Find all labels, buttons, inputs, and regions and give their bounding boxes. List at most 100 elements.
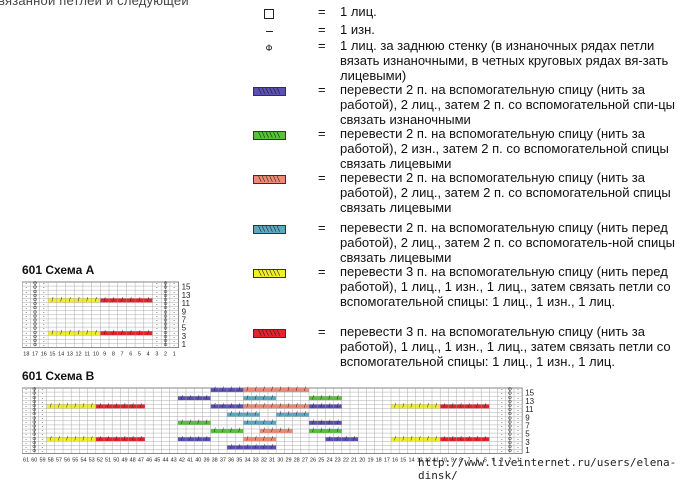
cable-stitch-icon: / (271, 404, 273, 410)
cable-stitch-icon: / (435, 436, 437, 442)
cable-stitch-icon: / (419, 404, 421, 410)
purl-cell-icon: - (156, 314, 158, 320)
column-number: 26 (310, 458, 316, 464)
purl-cell-icon: - (42, 424, 44, 430)
purl-cell-icon: - (517, 391, 519, 397)
cable-stitch-icon: / (427, 404, 429, 410)
phi-cell-icon: Ф (508, 408, 512, 414)
cable-stitch-icon: / (460, 404, 462, 410)
column-number: 56 (64, 458, 70, 464)
column-number: 5 (138, 352, 141, 358)
column-number: 45 (154, 458, 160, 464)
column-number: 60 (31, 458, 37, 464)
purl-cell-icon: - (42, 432, 44, 438)
cable-stitch-icon: / (95, 298, 97, 304)
cable-stitch-icon: / (230, 428, 232, 434)
cable-stitch-icon: / (394, 404, 396, 410)
column-number: 33 (253, 458, 259, 464)
legend-symbol-4: \\\\\\ (252, 85, 286, 98)
cable-stitch-icon: / (113, 298, 115, 304)
cable-stitch-icon: / (66, 436, 68, 442)
purl-cell-icon: - (501, 399, 503, 405)
purl-cell-icon: - (501, 424, 503, 430)
cable-stitch-icon: / (263, 420, 265, 426)
phi-cell-icon: Ф (33, 334, 37, 340)
purl-cell-icon: - (25, 436, 27, 442)
column-number: 50 (113, 458, 119, 464)
purl-cell-icon: - (173, 322, 175, 328)
cable-stitch-icon: / (107, 404, 109, 410)
cable-stitch-icon: / (296, 387, 298, 393)
phi-cell-icon: Ф (508, 412, 512, 418)
cable-stitch-icon: / (238, 404, 240, 410)
cable-stitch-icon: / (238, 445, 240, 451)
phi-cell-icon: Ф (33, 306, 37, 312)
row-number: 15 (182, 283, 191, 292)
column-number: 10 (441, 458, 447, 464)
cable-stitch-icon: / (247, 387, 249, 393)
purl-cell-icon: - (156, 289, 158, 295)
purl-cell-icon: - (26, 330, 28, 336)
cable-stitch-icon: / (60, 298, 62, 304)
phi-cell-icon: Ф (33, 310, 37, 316)
cable-stitch-icon: / (304, 387, 306, 393)
cable-stitch-icon: / (206, 420, 208, 426)
purl-cell-icon: - (25, 416, 27, 422)
phi-cell-icon: Ф (33, 298, 37, 304)
column-number: 36 (228, 458, 234, 464)
column-number: 49 (121, 458, 127, 464)
cable-stitch-icon: / (329, 420, 331, 426)
cable-stitch-icon: / (271, 436, 273, 442)
phi-cell-icon: Ф (32, 387, 36, 393)
legend-description-2: 1 изн. (340, 22, 375, 37)
column-number: 12 (425, 458, 431, 464)
column-number: 15 (400, 458, 406, 464)
phi-cell-icon: Ф (33, 330, 37, 336)
row-number: 15 (525, 389, 534, 398)
purl-cell-icon: - (25, 404, 27, 410)
cable-stitch-icon: / (402, 436, 404, 442)
cable-stitch-icon: / (443, 436, 445, 442)
column-number: 37 (220, 458, 226, 464)
cable-stitch-icon: / (296, 412, 298, 418)
purl-cell-icon: - (517, 440, 519, 446)
legend-equals: = (318, 4, 326, 19)
purl-cell-icon: - (517, 416, 519, 422)
phi-cell-icon: Ф (33, 339, 37, 345)
column-number: 55 (72, 458, 78, 464)
cable-stitch-icon: / (394, 436, 396, 442)
cable-stitch-icon: / (312, 420, 314, 426)
purl-cell-icon: - (25, 395, 27, 401)
cable-stitch-icon: / (214, 404, 216, 410)
cable-stitch-icon: / (271, 387, 273, 393)
column-number: 32 (261, 458, 267, 464)
purl-cell-icon: - (43, 285, 45, 291)
purl-cell-icon: - (42, 416, 44, 422)
column-number: 16 (392, 458, 398, 464)
phi-cell-icon: Ф (164, 322, 168, 328)
cable-stitch-icon: / (139, 330, 141, 336)
cable-stitch-icon: / (288, 404, 290, 410)
phi-cell-icon: Ф (508, 445, 512, 451)
cable-stitch-icon: / (247, 420, 249, 426)
purl-cell-icon: - (156, 339, 158, 345)
purl-cell-icon: - (173, 343, 175, 349)
cable-stitch-icon: / (222, 404, 224, 410)
cable-stitch-icon: / (91, 436, 93, 442)
legend-equals: = (318, 220, 326, 235)
column-number: 11 (433, 458, 439, 464)
phi-cell-icon: Ф (32, 420, 36, 426)
purl-cell-icon: - (26, 322, 28, 328)
cable-stitch-icon: / (353, 436, 355, 442)
schema-b-chart: -Ф--Ф--Ф--Ф--Ф--Ф--Ф--Ф--Ф--Ф--Ф--Ф--Ф--… (22, 386, 567, 470)
purl-cell-icon: - (156, 285, 158, 291)
purl-cell-icon: - (42, 449, 44, 455)
legend-symbol-1 (252, 7, 286, 20)
column-number: 8 (112, 352, 115, 358)
purl-cell-icon: - (173, 289, 175, 295)
cable-stitch-icon: / (132, 436, 134, 442)
phi-cell-icon: Ф (508, 395, 512, 401)
legend-symbol-6: \\\\\\ (252, 173, 286, 186)
phi-cell-icon: Ф (32, 449, 36, 455)
cable-stitch-icon: / (419, 436, 421, 442)
